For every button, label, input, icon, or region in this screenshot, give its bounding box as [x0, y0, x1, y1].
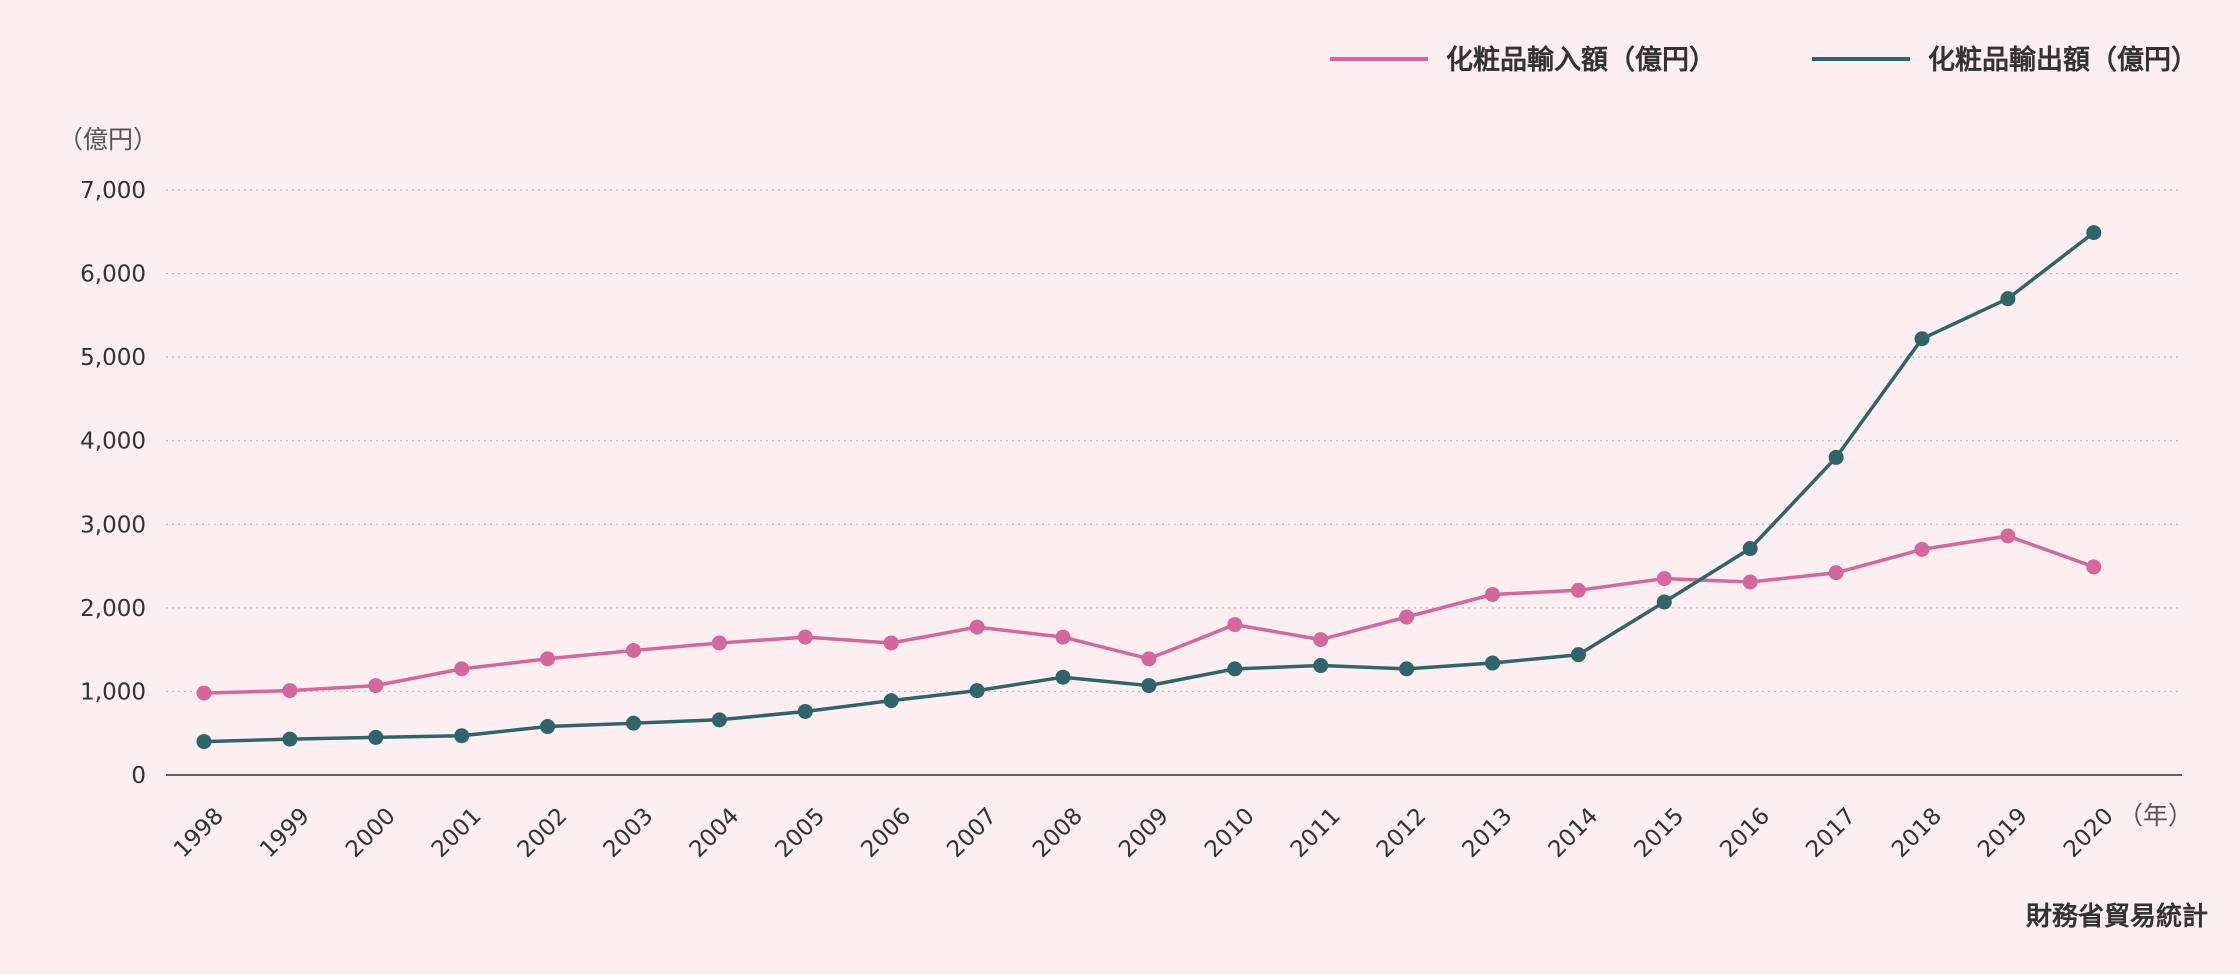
x-tick-label: 2009 — [1114, 803, 1174, 863]
data-point-imports — [196, 685, 212, 701]
y-tick-label: 0 — [131, 763, 146, 789]
data-point-imports — [1399, 609, 1415, 625]
data-point-imports — [282, 683, 298, 699]
data-point-imports — [1656, 571, 1672, 587]
x-tick-label: 2005 — [770, 803, 830, 863]
data-point-exports — [1828, 449, 1844, 465]
data-point-exports — [2086, 225, 2102, 241]
data-point-exports — [711, 712, 727, 728]
y-tick-label: 3,000 — [80, 512, 146, 538]
data-point-exports — [1141, 678, 1157, 694]
data-point-imports — [797, 629, 813, 645]
data-point-exports — [540, 719, 556, 735]
x-tick-label: 2019 — [1973, 803, 2033, 863]
data-point-imports — [540, 651, 556, 667]
y-tick-label: 2,000 — [80, 596, 146, 622]
data-point-exports — [196, 734, 212, 750]
x-tick-label: 2018 — [1887, 803, 1947, 863]
x-tick-labels: 1998 1999 2000 2001 2002 2003 2004 2005 2006 2007… — [169, 803, 2119, 863]
legend-label-imports: 化粧品輸入額（億円） — [1446, 44, 1716, 76]
legend-label-exports: 化粧品輸出額（億円） — [1928, 44, 2198, 76]
data-point-exports — [1914, 331, 1930, 347]
data-point-exports — [1399, 661, 1415, 677]
data-point-imports — [1055, 629, 1071, 645]
y-tick-label: 5,000 — [80, 345, 146, 371]
x-tick-label: 2003 — [599, 803, 659, 863]
x-tick-label: 2017 — [1801, 803, 1861, 863]
data-point-imports — [969, 619, 985, 635]
data-point-exports — [969, 683, 985, 699]
x-tick-label: 2008 — [1028, 803, 1088, 863]
data-point-exports — [1055, 669, 1071, 685]
data-point-imports — [1485, 586, 1500, 602]
data-point-exports — [1742, 541, 1758, 557]
x-tick-label: 2011 — [1286, 803, 1346, 863]
y-tick-label: 7,000 — [80, 178, 146, 204]
data-point-exports — [1485, 655, 1500, 671]
data-point-imports — [1914, 541, 1930, 557]
x-tick-label: 2014 — [1544, 803, 1604, 863]
data-point-exports — [368, 729, 384, 745]
data-point-imports — [1828, 565, 1844, 581]
data-point-imports — [454, 661, 470, 677]
data-point-exports — [454, 728, 470, 744]
data-point-imports — [711, 635, 727, 651]
data-point-imports — [1742, 574, 1758, 590]
y-tick-label: 1,000 — [80, 679, 146, 705]
y-tick-labels: 0 1,000 2,000 3,000 4,000 5,000 6,000 7,000 — [80, 178, 146, 789]
x-tick-label: 2015 — [1629, 803, 1689, 863]
data-point-exports — [282, 731, 298, 747]
source-label: 財務省貿易統計 — [2026, 901, 2208, 932]
x-tick-label: 2007 — [942, 803, 1002, 863]
data-point-imports — [1313, 632, 1329, 648]
legend: 化粧品輸入額（億円） 化粧品輸出額（億円） — [1330, 44, 2198, 76]
data-point-exports — [626, 715, 641, 731]
x-tick-label: 1998 — [169, 803, 229, 863]
data-point-imports — [626, 642, 641, 658]
data-point-imports — [1227, 617, 1243, 633]
x-tick-label: 2000 — [341, 803, 401, 863]
y-unit-label: （億円） — [58, 125, 158, 154]
data-point-exports — [1570, 647, 1586, 663]
gridlines — [166, 189, 2182, 693]
x-tick-label: 2013 — [1458, 803, 1518, 863]
series-lines — [196, 225, 2102, 750]
data-point-exports — [1227, 661, 1243, 677]
data-point-exports — [883, 693, 899, 709]
x-tick-label: 2010 — [1200, 803, 1260, 863]
x-tick-label: 2004 — [685, 803, 745, 863]
x-tick-label: 1999 — [255, 803, 315, 863]
data-point-imports — [2000, 528, 2016, 544]
data-point-imports — [1141, 651, 1157, 667]
y-tick-label: 4,000 — [80, 429, 146, 455]
data-point-imports — [368, 678, 384, 694]
data-point-imports — [2086, 559, 2102, 575]
data-point-exports — [797, 703, 813, 719]
x-tick-label: 2012 — [1372, 803, 1432, 863]
series-line-imports — [203, 534, 2095, 695]
x-tick-label: 2002 — [513, 803, 573, 863]
data-point-exports — [1313, 658, 1329, 674]
x-tick-label: 2006 — [856, 803, 916, 863]
y-tick-label: 6,000 — [80, 262, 146, 288]
x-tick-label: 2001 — [427, 803, 487, 863]
x-unit-label: （年） — [2118, 801, 2193, 830]
data-point-exports — [2000, 291, 2016, 307]
data-point-exports — [1656, 594, 1672, 610]
data-point-imports — [1570, 582, 1586, 598]
x-tick-label: 2020 — [2059, 803, 2119, 863]
data-point-imports — [883, 635, 899, 651]
x-tick-label: 2016 — [1715, 803, 1775, 863]
